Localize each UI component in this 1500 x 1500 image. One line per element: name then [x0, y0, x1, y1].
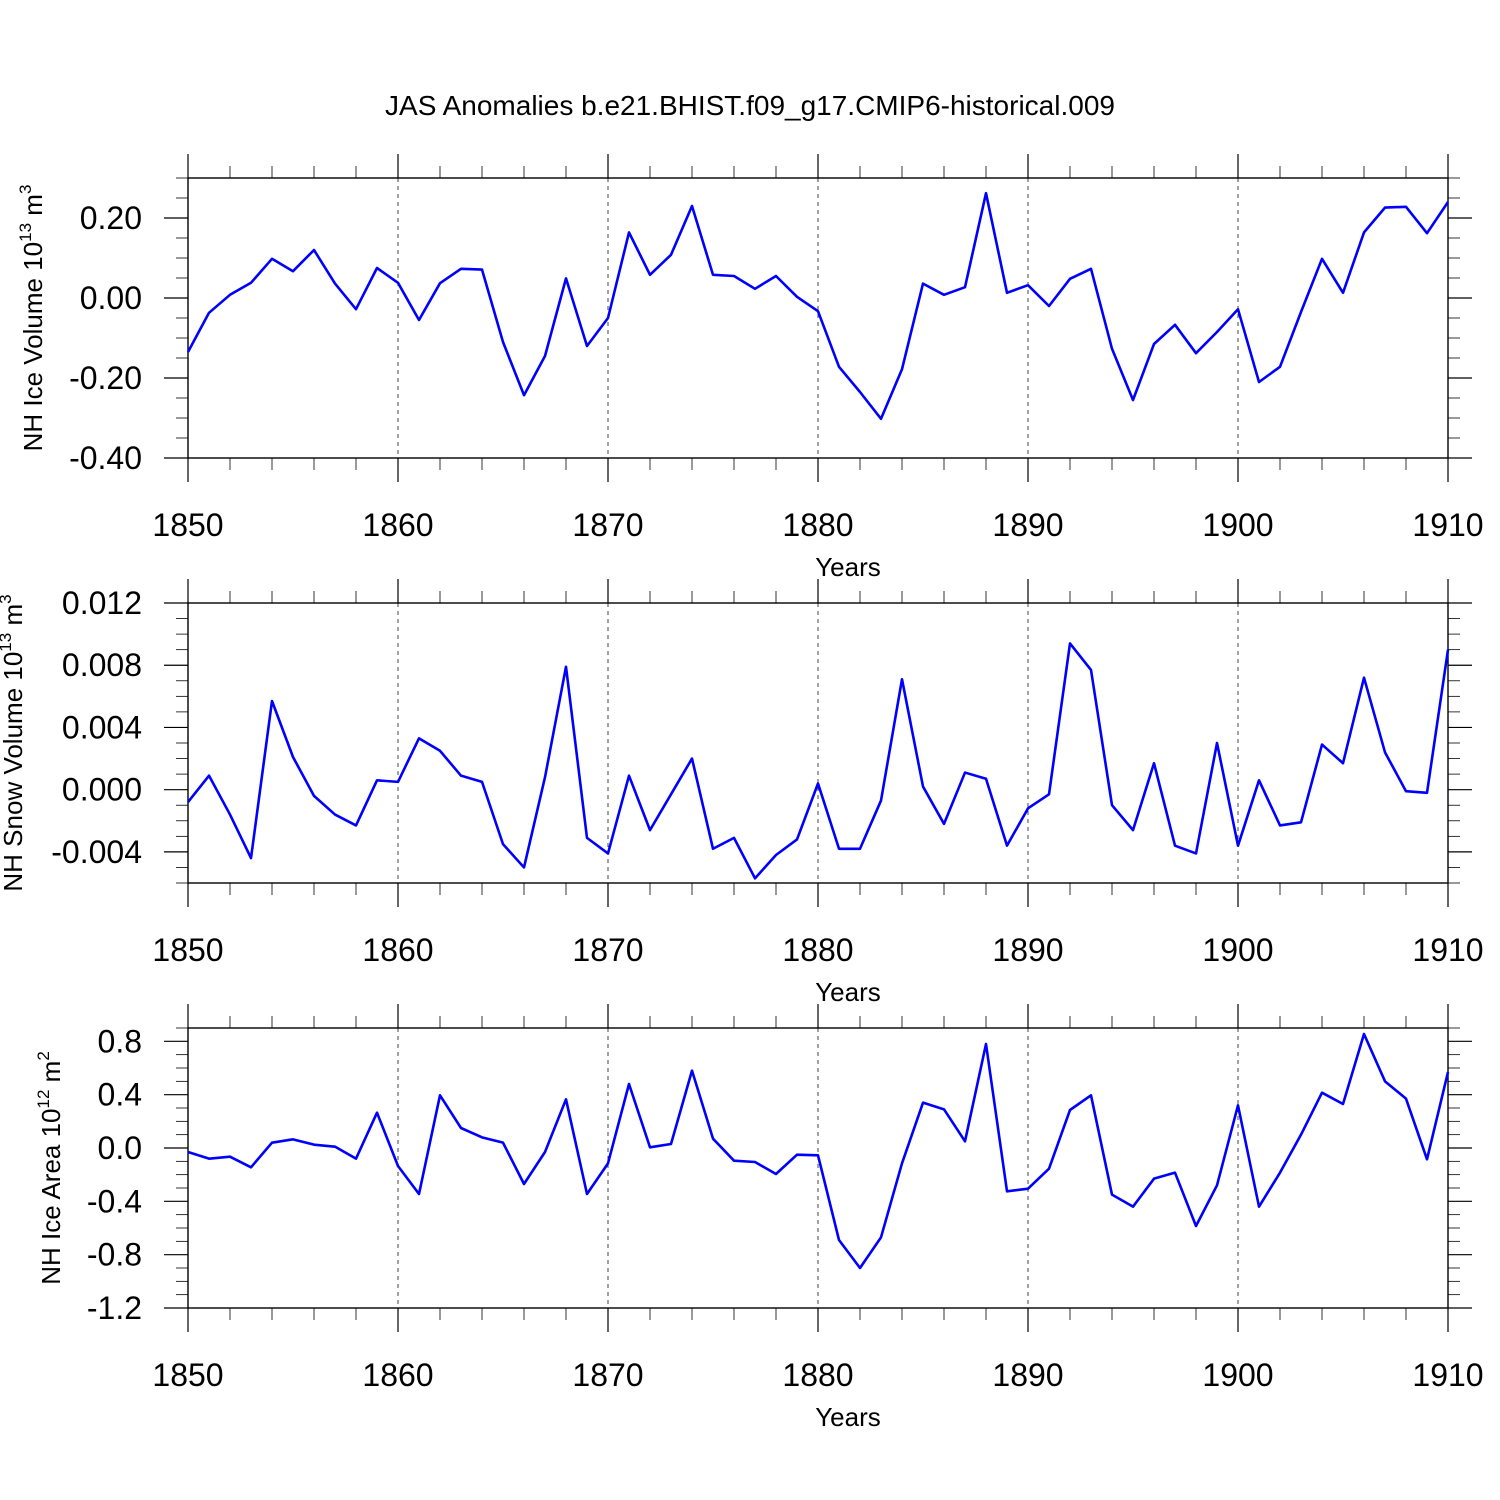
x-axis-title: Years [815, 552, 881, 582]
x-tick-label: 1880 [782, 507, 853, 543]
x-tick-label: 1900 [1202, 1357, 1273, 1393]
y-axis-title: NH Ice Area 1012 m2 [34, 1051, 66, 1285]
panel-ice-volume: 1850 1860 1870 1880 1890 1900 1910 -0.40 -0.20 0.… [16, 154, 1484, 582]
y-tick-label: 0.20 [80, 200, 142, 236]
y-axis-title-part: 3 [16, 185, 35, 194]
y-tick-label: -1.2 [87, 1290, 142, 1326]
y-tick-label: 0.0 [98, 1130, 142, 1166]
y-axis-title-part: 2 [34, 1051, 53, 1060]
x-tick-label: 1900 [1202, 507, 1273, 543]
x-tick-label: 1870 [572, 1357, 643, 1393]
x-tick-label: 1870 [572, 932, 643, 968]
x-tick-label: 1890 [992, 1357, 1063, 1393]
y-axis-title-part: NH Ice Volume 10 [18, 242, 48, 452]
y-axis-title-part: m [0, 604, 28, 633]
y-tick-label: -0.8 [87, 1237, 142, 1273]
y-tick-label: -0.4 [87, 1183, 142, 1219]
y-axis-title: NH Snow Volume 1013 m3 [0, 594, 28, 891]
x-tick-label: 1910 [1412, 1357, 1483, 1393]
panels: 1850 1860 1870 1880 1890 1900 1910 -0.40 -0.20 0.… [0, 154, 1484, 1432]
x-tick-label: 1900 [1202, 932, 1273, 968]
y-tick-label: 0.004 [62, 709, 142, 745]
x-tick-label: 1860 [362, 507, 433, 543]
x-tick-label: 1910 [1412, 507, 1483, 543]
y-axis-title-part: m [18, 194, 48, 223]
series-line-snow-volume [186, 642, 1450, 880]
y-axis-title-part: 13 [16, 223, 35, 242]
y-axis-title-part: NH Ice Area 10 [36, 1108, 66, 1284]
y-axis-title-part: NH Snow Volume 10 [0, 652, 28, 892]
y-tick-label: 0.000 [62, 772, 142, 808]
x-tick-label: 1870 [572, 507, 643, 543]
y-tick-label: -0.004 [51, 834, 142, 870]
y-tick-label: -0.40 [69, 440, 142, 476]
y-tick-label: -0.20 [69, 360, 142, 396]
x-tick-label: 1890 [992, 932, 1063, 968]
y-tick-label: 0.00 [80, 280, 142, 316]
series-line-ice-volume [186, 191, 1450, 421]
y-tick-label: 0.008 [62, 647, 142, 683]
x-tick-label: 1850 [152, 932, 223, 968]
x-tick-label: 1860 [362, 1357, 433, 1393]
x-axis-title: Years [815, 977, 881, 1007]
y-tick-label: 0.8 [98, 1023, 142, 1059]
y-axis-title-part: 13 [0, 633, 15, 652]
series-line-ice-area [187, 1032, 1450, 1270]
x-axis-title: Years [815, 1402, 881, 1432]
x-tick-label: 1890 [992, 507, 1063, 543]
panel-snow-volume: 1850 1860 1870 1880 1890 1900 1910 -0.004 0.000 0… [0, 579, 1484, 1007]
y-tick-label: 0.4 [98, 1077, 142, 1113]
y-axis-title-part: 12 [34, 1090, 53, 1109]
x-tick-label: 1850 [152, 1357, 223, 1393]
y-tick-label: 0.012 [62, 585, 142, 621]
y-axis-title-part: 3 [0, 594, 15, 603]
x-tick-label: 1910 [1412, 932, 1483, 968]
y-axis-title-part: m [36, 1061, 66, 1090]
panel-ice-area: 1850 1860 1870 1880 1890 1900 1910 -1.2 -0.8 -0.4… [34, 1004, 1484, 1432]
figure-title: JAS Anomalies b.e21.BHIST.f09_g17.CMIP6-… [385, 90, 1115, 121]
x-tick-label: 1860 [362, 932, 433, 968]
x-tick-label: 1880 [782, 932, 853, 968]
y-axis-title: NH Ice Volume 1013 m3 [16, 185, 48, 452]
x-tick-label: 1850 [152, 507, 223, 543]
x-tick-label: 1880 [782, 1357, 853, 1393]
